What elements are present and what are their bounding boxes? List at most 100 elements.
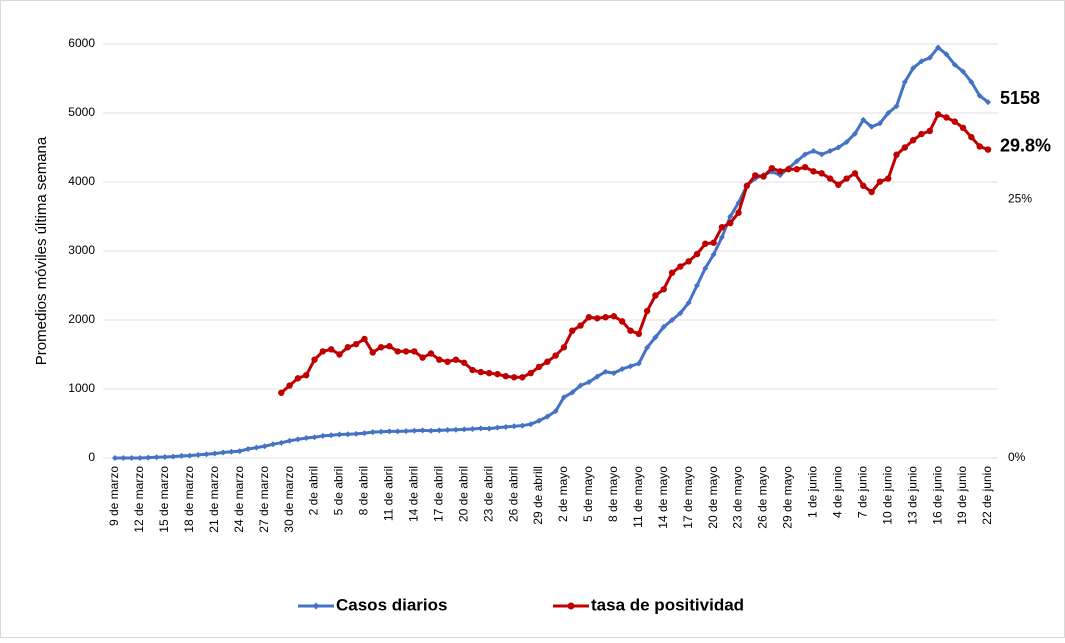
x-tick-label: 16 de junio	[930, 466, 944, 525]
point	[843, 175, 850, 182]
point	[677, 263, 684, 270]
y-tick-label: 5000	[68, 105, 95, 119]
point	[876, 178, 884, 185]
x-tick-label: 23 de abril	[481, 466, 495, 522]
point	[893, 151, 900, 158]
point	[211, 450, 218, 457]
point	[718, 223, 726, 231]
legend-marker	[567, 602, 575, 610]
x-tick-label: 13 de junio	[905, 466, 919, 525]
point	[743, 182, 751, 189]
point	[851, 130, 858, 137]
point	[245, 446, 252, 453]
x-tick-label: 11 de abril	[382, 466, 396, 521]
point	[436, 356, 443, 363]
point	[727, 219, 734, 227]
point	[851, 170, 859, 177]
point	[178, 452, 185, 459]
point	[145, 454, 152, 461]
point	[220, 449, 227, 456]
point	[602, 314, 609, 321]
point	[253, 444, 260, 451]
point	[868, 123, 875, 130]
point	[793, 158, 800, 165]
point	[968, 78, 975, 85]
point	[594, 315, 601, 322]
x-tick-label: 7 de junio	[855, 466, 869, 518]
point	[685, 258, 692, 265]
point	[394, 348, 401, 355]
point	[594, 373, 601, 380]
point	[943, 114, 950, 121]
x-tick-label: 23 de mayo	[731, 466, 745, 529]
point	[311, 434, 318, 441]
point	[793, 166, 800, 173]
point	[602, 368, 609, 375]
point	[377, 344, 385, 351]
point	[668, 269, 676, 276]
point	[901, 144, 909, 151]
x-tick-label: 8 de abril	[357, 466, 371, 515]
point	[502, 423, 509, 430]
point	[436, 427, 443, 434]
point	[369, 349, 376, 356]
point	[510, 374, 518, 381]
x-tick-label: 26 de mayo	[756, 466, 770, 529]
series-line	[115, 45, 989, 460]
point	[444, 358, 451, 365]
x-tick-label: 29 de abrill	[531, 466, 545, 525]
point	[236, 448, 243, 455]
point	[344, 344, 351, 351]
point	[627, 363, 634, 370]
x-tick-label: 2 de mayo	[556, 466, 570, 522]
point	[336, 431, 343, 438]
point	[452, 426, 459, 433]
point	[652, 334, 659, 341]
x-tick-label: 15 de marzo	[157, 466, 171, 533]
point	[835, 181, 842, 188]
point	[826, 175, 834, 182]
point	[619, 365, 626, 372]
x-tick-label: 18 de marzo	[182, 466, 196, 533]
point	[319, 348, 327, 355]
y-tick-label: 1000	[68, 381, 95, 395]
point	[394, 428, 401, 435]
x-tick-label: 9 de marzo	[107, 466, 121, 526]
point	[569, 389, 576, 396]
point	[386, 343, 393, 350]
point	[386, 428, 393, 435]
point	[735, 209, 742, 216]
point	[511, 423, 518, 430]
point	[485, 369, 493, 377]
point	[943, 51, 950, 58]
point	[494, 370, 501, 378]
point	[951, 61, 958, 68]
point	[353, 430, 360, 437]
point	[427, 350, 435, 357]
x-tick-label: 11 de mayo	[631, 466, 645, 528]
point	[693, 250, 701, 258]
point	[112, 455, 118, 461]
point	[544, 413, 551, 420]
point	[336, 351, 343, 358]
x-tick-label: 22 de junio	[980, 466, 994, 525]
point	[885, 110, 892, 116]
point	[303, 372, 310, 379]
point	[577, 382, 584, 389]
point	[976, 92, 983, 99]
point	[486, 425, 493, 432]
x-tick-label: 29 de mayo	[781, 466, 795, 529]
point	[860, 182, 867, 189]
y-tick-label: 3000	[68, 243, 95, 257]
point	[718, 234, 725, 241]
point	[968, 133, 975, 141]
point	[585, 314, 593, 321]
point	[461, 359, 468, 366]
point	[361, 430, 368, 437]
x-tick-label: 10 de junio	[880, 466, 894, 525]
point	[427, 427, 434, 434]
point	[527, 369, 534, 377]
point	[544, 358, 551, 365]
point	[477, 425, 484, 432]
point	[552, 408, 559, 415]
